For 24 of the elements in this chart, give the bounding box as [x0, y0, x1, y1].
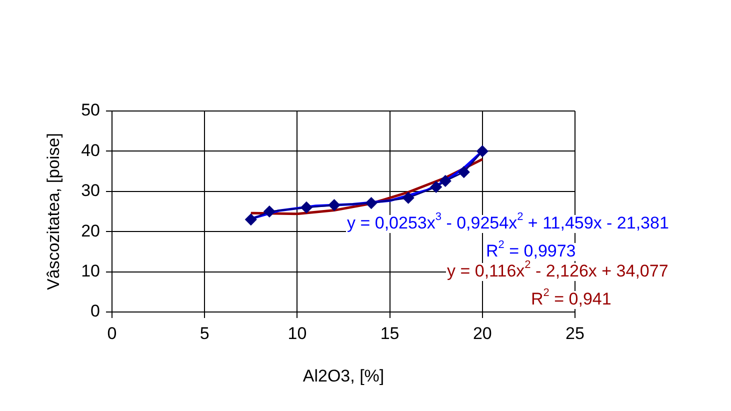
x-tick-label: 20: [472, 324, 492, 343]
point: [430, 181, 442, 193]
x-tick-label: 10: [288, 324, 307, 343]
x-tick-label: 15: [380, 324, 400, 343]
point: [300, 202, 312, 214]
point: [402, 192, 414, 204]
point: [476, 145, 488, 157]
point: [245, 214, 257, 226]
point: [328, 199, 340, 211]
point: [458, 166, 470, 178]
y-tick-label: 30: [81, 181, 100, 200]
y-tick-label: 10: [81, 261, 100, 280]
point: [264, 206, 276, 218]
y-tick-label: 40: [81, 140, 100, 160]
y-tick-label: 20: [81, 221, 100, 240]
x-tick-label: 0: [107, 324, 117, 343]
x-tick-label: 5: [200, 324, 210, 343]
x-axis-title: Al2O3, [%]: [302, 366, 384, 386]
point: [366, 197, 378, 209]
y-axis-title: Vâscozitatea, [poise]: [44, 133, 63, 290]
point: [440, 175, 452, 187]
y-tick-label: 50: [81, 100, 100, 120]
x-tick-label: 25: [566, 324, 584, 343]
y-tick-label: 0: [90, 302, 100, 321]
